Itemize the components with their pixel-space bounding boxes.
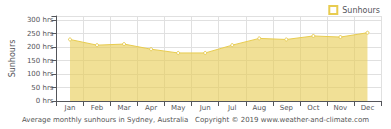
svg-text:100 hrs: 100 hrs [27,70,54,78]
svg-text:0 hrs: 0 hrs [36,97,54,105]
svg-text:May: May [171,104,185,112]
svg-text:150 hrs: 150 hrs [27,57,54,65]
svg-text:50 hrs: 50 hrs [31,84,53,92]
svg-text:Aug: Aug [252,104,266,112]
svg-text:Mar: Mar [117,104,130,112]
svg-text:Jul: Jul [227,104,237,112]
svg-text:Nov: Nov [334,104,348,112]
svg-text:200 hrs: 200 hrs [27,43,54,51]
svg-text:250 hrs: 250 hrs [27,30,54,38]
svg-text:Sunhours: Sunhours [8,40,17,78]
svg-text:Sunhours: Sunhours [342,6,380,15]
svg-text:Apr: Apr [145,104,157,112]
svg-text:Average monthly sunhours in Sy: Average monthly sunhours in Sydney, Aust… [22,116,369,124]
svg-text:Feb: Feb [91,104,104,112]
svg-text:Jun: Jun [199,104,211,112]
svg-text:Sep: Sep [280,104,294,112]
svg-text:Dec: Dec [361,104,375,112]
svg-text:Jan: Jan [64,104,76,112]
svg-text:Oct: Oct [307,104,319,112]
svg-text:300 hrs: 300 hrs [27,16,54,24]
